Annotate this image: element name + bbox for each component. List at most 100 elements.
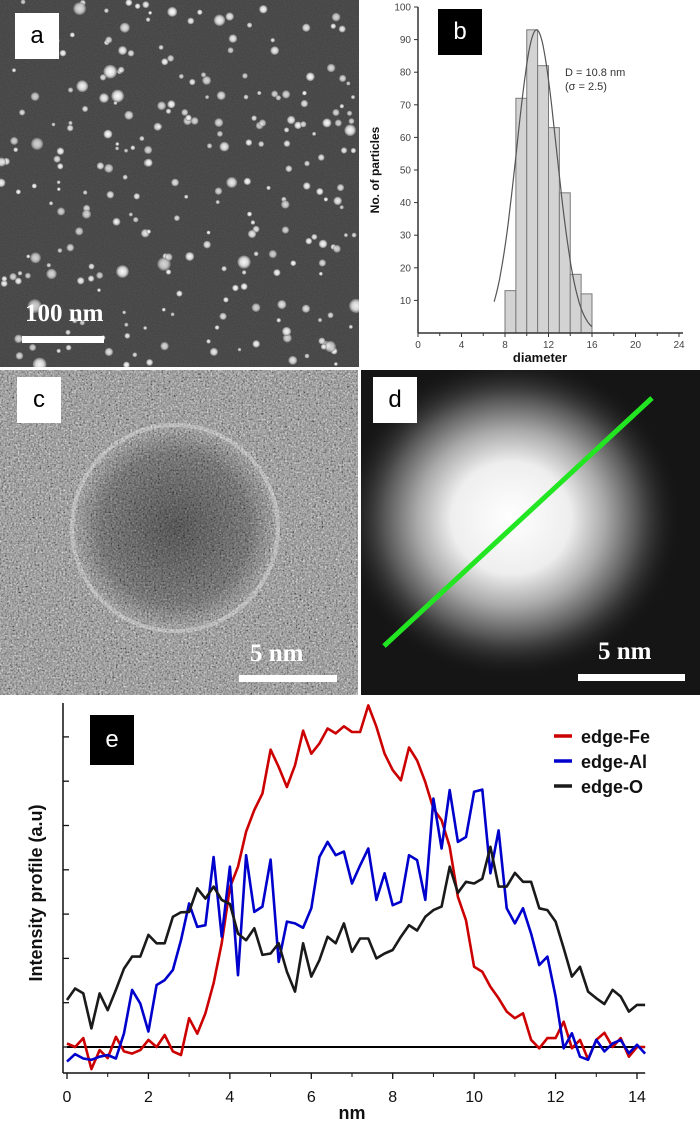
nanoparticle: [57, 163, 64, 170]
panel-label-d: d: [373, 377, 417, 423]
nanoparticle: [164, 253, 173, 261]
nanoparticle: [215, 200, 220, 205]
nanoparticle: [125, 0, 133, 7]
nanoparticle: [206, 230, 211, 235]
y-axis-label: Intensity profile (a.u): [26, 804, 46, 981]
nanoparticle: [51, 122, 56, 127]
nanoparticle: [333, 196, 342, 206]
stem-micrograph: [361, 370, 700, 695]
nanoparticle: [322, 118, 332, 128]
nanoparticle: [247, 229, 257, 239]
nanoparticle: [103, 64, 118, 79]
x-tick-label: 8: [388, 1089, 397, 1106]
nanoparticle: [0, 178, 6, 188]
nanoparticle: [158, 44, 164, 50]
x-tick-label: 12: [543, 340, 555, 351]
nanoparticle: [339, 104, 345, 109]
nanoparticle: [327, 312, 334, 319]
y-tick-label: 80: [400, 68, 412, 79]
nanoparticle: [67, 87, 74, 93]
y-tick-label: 30: [400, 231, 412, 242]
y-tick-label: 100: [394, 3, 411, 14]
nanoparticle: [130, 145, 136, 151]
nanoparticle: [190, 117, 199, 125]
nanoparticle: [283, 140, 291, 147]
nanoparticle: [81, 209, 92, 219]
nanoparticle: [72, 317, 78, 324]
x-tick-label: 20: [630, 340, 642, 351]
nanoparticle: [77, 277, 85, 285]
nanoparticle: [165, 269, 172, 275]
x-tick-label: 12: [547, 1089, 565, 1106]
nanoparticle: [333, 362, 338, 366]
nanoparticle: [250, 220, 256, 225]
nanoparticle: [104, 8, 109, 14]
nanoparticle: [32, 357, 47, 367]
nanoparticle: [213, 14, 226, 26]
nanoparticle: [304, 353, 310, 359]
nanoparticle: [214, 118, 224, 127]
nanoparticle: [332, 244, 341, 253]
y-tick-label: 70: [400, 100, 412, 111]
nanoparticle: [258, 141, 265, 147]
nanoparticle: [334, 119, 342, 127]
scale-bar-label-a: 100 nm: [25, 300, 104, 327]
nanoparticle: [214, 325, 220, 330]
nanoparticle: [257, 90, 262, 96]
nanoparticle: [346, 110, 353, 116]
y-tick-label: 90: [400, 35, 412, 46]
nanoparticle: [348, 118, 355, 125]
nanoparticle: [69, 32, 75, 38]
panel-label-a: a: [15, 13, 59, 59]
panel-label-b: b: [438, 9, 482, 55]
nanoparticle: [275, 95, 282, 101]
nanoparticle: [178, 73, 184, 79]
nanoparticle: [316, 188, 324, 196]
nanoparticle: [128, 212, 133, 217]
nanoparticle: [246, 22, 253, 28]
x-tick-label: 10: [465, 1089, 483, 1106]
x-tick-label: 0: [63, 1089, 72, 1106]
nanoparticle: [143, 326, 148, 330]
x-tick-label: 4: [459, 340, 465, 351]
scale-bar-c: [239, 675, 337, 682]
nanoparticle: [237, 347, 242, 352]
nanoparticle: [232, 284, 239, 292]
nanoparticle: [271, 90, 279, 98]
nanoparticle: [96, 162, 105, 170]
nanoparticle: [27, 299, 42, 314]
nanoparticle: [133, 216, 139, 223]
nanoparticle: [344, 124, 356, 137]
nanoparticle: [160, 341, 169, 351]
nanoparticle: [242, 73, 248, 79]
nanoparticle: [99, 93, 109, 103]
nanoparticle: [14, 277, 22, 285]
nanoparticle: [68, 120, 73, 126]
tem-micrograph: [0, 370, 358, 695]
nanoparticle: [268, 250, 277, 259]
nanoparticle: [53, 155, 61, 163]
nanoparticle: [157, 101, 166, 111]
nanoparticle: [206, 143, 213, 149]
nanoparticle: [176, 290, 183, 297]
nanoparticle: [115, 146, 120, 151]
nanoparticle: [323, 197, 329, 202]
nanoparticle: [99, 74, 107, 81]
nanoparticle: [332, 108, 340, 117]
legend-label-al: edge-Al: [581, 752, 647, 772]
nanoparticle: [253, 251, 259, 257]
nanoparticle: [318, 239, 328, 249]
nanoparticle: [226, 177, 238, 188]
legend-label-fe: edge-Fe: [581, 727, 650, 747]
nanoparticle: [251, 303, 261, 312]
nanoparticle: [351, 232, 357, 238]
nanoparticle: [339, 205, 344, 210]
nanoparticle: [14, 334, 23, 344]
line-profile-marker: [382, 396, 654, 648]
nanoparticle: [340, 147, 348, 154]
nanoparticle: [286, 115, 296, 125]
nanoparticle: [227, 47, 234, 54]
nanoparticle: [124, 332, 131, 339]
nanoparticle: [46, 263, 52, 268]
nanoparticle: [245, 139, 253, 146]
